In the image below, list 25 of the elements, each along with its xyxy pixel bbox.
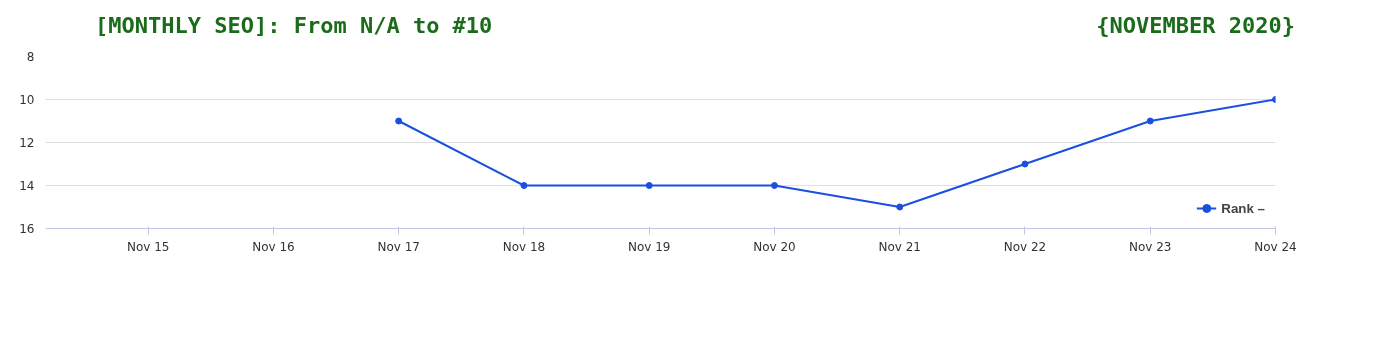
chart-title: [MONTHLY SEO]: From N/A to #10	[95, 12, 493, 40]
x-tick-label: Nov 15	[126, 239, 170, 254]
x-tick-label: Nov 17	[377, 239, 420, 254]
point	[1146, 117, 1154, 125]
chart-subtitle: {NOVEMBER 2020}	[1096, 12, 1295, 40]
x-tick-label: Nov 23	[1128, 239, 1172, 254]
point	[770, 182, 778, 189]
point	[896, 203, 904, 211]
x-tick-label: Nov 24	[1254, 239, 1297, 254]
x-tick-label: Nov 20	[753, 239, 796, 254]
y-tick-label: 8	[26, 50, 35, 64]
point	[645, 182, 653, 189]
y-tick-label: 12	[19, 136, 35, 150]
x-tick-label: Nov 19	[627, 239, 671, 254]
point	[395, 117, 403, 125]
x-tick-label: Nov 18	[502, 239, 546, 254]
x-tick-label: Nov 16	[252, 239, 295, 254]
x-tick-label: Nov 22	[1003, 239, 1047, 254]
legend-label: Rank –	[1221, 200, 1265, 216]
point	[1021, 160, 1029, 168]
y-tick-label: 14	[19, 179, 35, 193]
x-tick-label: Nov 21	[878, 239, 921, 254]
point	[520, 182, 528, 189]
y-tick-label: 10	[19, 93, 35, 107]
y-tick-label: 16	[19, 222, 35, 236]
